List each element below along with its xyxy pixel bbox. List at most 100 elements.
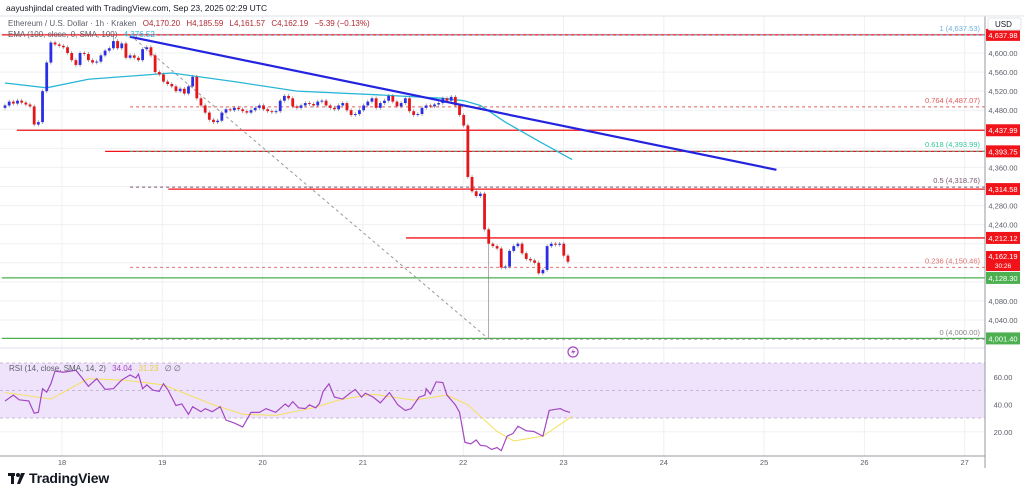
candle-body bbox=[470, 176, 474, 192]
candle bbox=[424, 103, 428, 110]
candle-body bbox=[328, 105, 332, 108]
ohlc-high: H4,185.59 bbox=[186, 19, 223, 28]
symbol-legend[interactable]: Ethereum / U.S. Dollar · 1h · Kraken O4,… bbox=[8, 19, 370, 28]
candle-body bbox=[57, 44, 61, 46]
candle-body bbox=[362, 105, 366, 111]
candle-body bbox=[387, 95, 391, 101]
candle bbox=[7, 99, 11, 108]
candle-body bbox=[316, 101, 320, 106]
candle bbox=[103, 48, 107, 58]
candle bbox=[107, 46, 111, 53]
candle bbox=[257, 103, 261, 110]
tag-label: 4,001.40 bbox=[988, 334, 1017, 343]
candle bbox=[458, 103, 461, 117]
candle-body bbox=[103, 50, 107, 56]
rsi-value: 34.04 bbox=[112, 364, 133, 373]
candle-body bbox=[428, 105, 432, 107]
candle bbox=[428, 103, 432, 109]
candle bbox=[403, 96, 407, 105]
candle-body bbox=[487, 229, 491, 244]
candle-body bbox=[128, 55, 132, 58]
lightning-event-icon[interactable] bbox=[567, 346, 579, 358]
time-axis[interactable]: 18 19 20 21 22 23 24 25 26 27 bbox=[58, 458, 969, 467]
candle bbox=[53, 40, 57, 47]
price-level-tags: 4,637.98 4,437.99 4,393.75 4,314.58 4,212.12… bbox=[986, 28, 1020, 345]
price-tick-label: 4,600.00 bbox=[988, 49, 1017, 58]
horizontal-levels[interactable] bbox=[1, 34, 985, 340]
candle-body bbox=[341, 103, 345, 106]
candle bbox=[520, 241, 524, 256]
time-tick-label: 26 bbox=[860, 458, 868, 467]
tag-label: 4,393.75 bbox=[988, 147, 1017, 156]
candle-body bbox=[391, 95, 395, 102]
candle-body bbox=[249, 110, 253, 113]
candle bbox=[420, 105, 424, 116]
ema-legend[interactable]: EMA (100, close, 0, SMA, 100) 4,376.52 bbox=[8, 30, 155, 39]
fib-labels: 1 (4,637.53) 0.764 (4,487.07) 0.618 (4,393… bbox=[925, 24, 981, 337]
candle bbox=[228, 107, 232, 113]
candle bbox=[295, 104, 299, 110]
candle bbox=[433, 102, 436, 109]
tag-bg bbox=[986, 271, 1020, 284]
candles bbox=[3, 35, 570, 340]
price-tick-label: 4,240.00 bbox=[988, 221, 1017, 230]
bearish-trendline[interactable] bbox=[129, 35, 777, 171]
candle bbox=[362, 103, 366, 113]
candle-body bbox=[308, 103, 311, 105]
resistance-price-tag: 4,314.58 bbox=[986, 183, 1020, 196]
candle-body bbox=[353, 114, 357, 116]
fib-retracement-diagonal[interactable] bbox=[129, 34, 490, 340]
tradingview-footer[interactable]: TradingView bbox=[8, 470, 109, 486]
candle-body bbox=[545, 246, 549, 270]
candle-body bbox=[274, 111, 278, 113]
ema-label: EMA (100, close, 0, SMA, 100) bbox=[8, 30, 118, 39]
candle bbox=[462, 113, 466, 128]
resistance-price-tag: 4,393.75 bbox=[986, 145, 1020, 158]
candle bbox=[353, 112, 357, 117]
candle-body bbox=[182, 88, 186, 94]
tag-bg bbox=[986, 231, 1020, 244]
tag-label: 4,212.12 bbox=[988, 234, 1017, 243]
candle bbox=[82, 51, 86, 56]
rsi-sma-value: 31.23 bbox=[138, 364, 159, 373]
candle bbox=[395, 99, 399, 109]
candle bbox=[253, 105, 257, 113]
candle-body bbox=[512, 246, 516, 251]
candle-body bbox=[449, 96, 453, 101]
candle-body bbox=[533, 260, 536, 263]
candle-body bbox=[187, 86, 190, 94]
price-tick-label: 4,280.00 bbox=[988, 202, 1017, 211]
candle bbox=[245, 109, 249, 115]
candle-body bbox=[257, 105, 261, 108]
price-axis[interactable]: 4,600.00 4,560.00 4,520.00 4,480.00 4,360.00… bbox=[988, 49, 1017, 325]
rsi-tick-label: 60.00 bbox=[994, 373, 1013, 382]
candle bbox=[128, 53, 132, 60]
candle bbox=[366, 99, 370, 108]
rsi-legend[interactable]: RSI (14, close, SMA, 14, 2) 34.04 31.23 … bbox=[9, 364, 181, 373]
support-price-tag: 4,001.40 bbox=[986, 332, 1020, 345]
ohlc-close: C4,162.19 bbox=[271, 19, 308, 28]
fib-level-label: 0.5 (4,318.76) bbox=[933, 176, 980, 185]
candle-body bbox=[462, 114, 466, 126]
candle-body bbox=[199, 98, 203, 106]
candle bbox=[41, 89, 44, 125]
currency-button[interactable]: USD bbox=[987, 17, 1022, 31]
tag-bg bbox=[986, 183, 1020, 196]
candle-body bbox=[228, 109, 232, 111]
candle-body bbox=[466, 125, 470, 177]
candle-body bbox=[20, 100, 24, 103]
candle bbox=[207, 110, 211, 122]
tag-label: 4,314.58 bbox=[988, 185, 1017, 194]
rsi-line bbox=[4, 369, 571, 452]
candle bbox=[287, 94, 290, 101]
candle-body bbox=[137, 57, 140, 61]
candle bbox=[374, 96, 378, 110]
candle-body bbox=[478, 193, 482, 197]
candle bbox=[182, 86, 186, 96]
candle-body bbox=[216, 120, 220, 123]
candle-body bbox=[28, 104, 32, 107]
time-tick-label: 24 bbox=[660, 458, 668, 467]
candle-body bbox=[320, 100, 324, 102]
rsi-axis[interactable]: 60.00 40.00 20.00 bbox=[994, 373, 1013, 437]
